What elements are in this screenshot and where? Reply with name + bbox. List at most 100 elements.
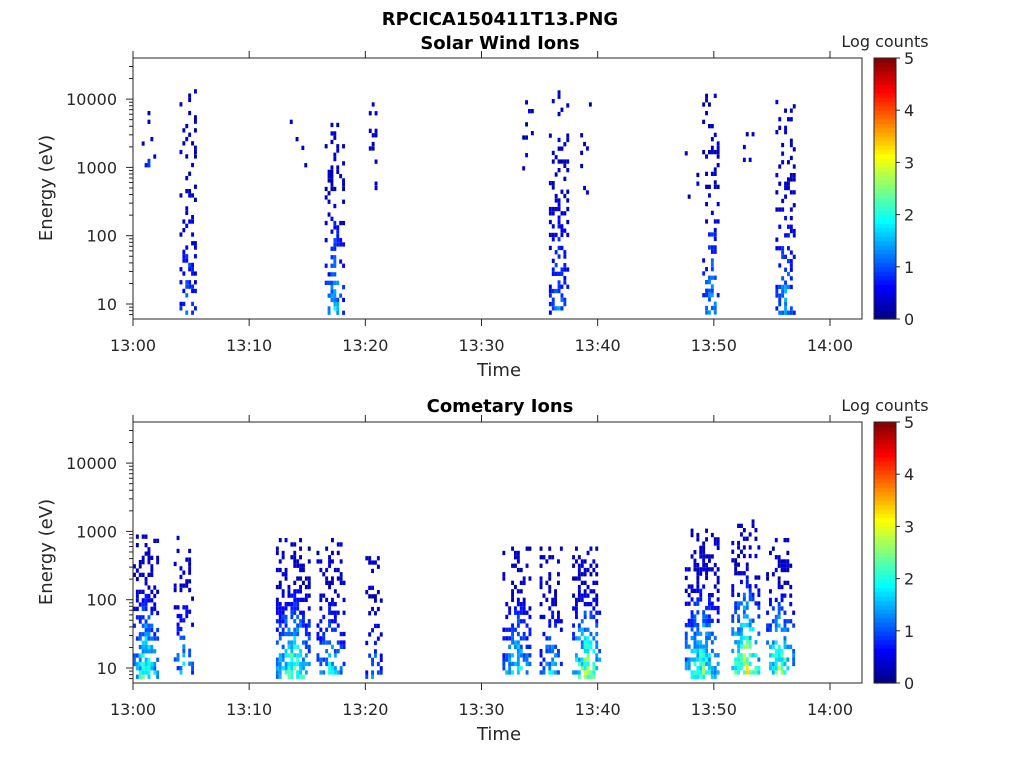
spectrogram-cell <box>147 636 151 641</box>
spectrogram-cell <box>319 661 323 667</box>
spectrogram-cell <box>710 275 714 280</box>
spectrogram-cell <box>575 614 578 620</box>
spectrogram-cell <box>557 237 561 242</box>
spectrogram-cell <box>586 627 590 632</box>
spectrogram-cell <box>293 597 297 602</box>
colorbar-segment <box>874 136 896 142</box>
spectrogram-cell <box>333 225 337 230</box>
spectrogram-cell <box>751 519 755 524</box>
spectrogram-cell <box>548 584 552 590</box>
spectrogram-cell <box>572 631 575 637</box>
spectrogram-cell <box>138 564 142 569</box>
spectrogram-cell <box>179 574 183 580</box>
spectrogram-cell <box>557 159 561 164</box>
spectrogram-cell <box>153 538 157 543</box>
spectrogram-cell <box>557 215 561 220</box>
spectrogram-cell <box>530 131 534 136</box>
colorbar-segment <box>874 240 896 246</box>
spectrogram-cell <box>296 653 300 658</box>
spectrogram-cell <box>731 631 735 636</box>
spectrogram-cell <box>580 657 584 662</box>
spectrogram-cell <box>296 602 300 607</box>
spectrogram-cell <box>693 562 697 568</box>
spectrogram-cell <box>774 653 778 658</box>
spectrogram-cell <box>708 150 711 155</box>
spectrogram-cell <box>710 267 714 272</box>
spectrogram-cell <box>551 267 555 272</box>
spectrogram-cell <box>185 280 189 285</box>
spectrogram-cell <box>577 670 581 675</box>
spectrogram-cell <box>376 556 380 561</box>
spectrogram-cell <box>176 653 180 658</box>
spectrogram-cell <box>147 593 151 599</box>
spectrogram-cell <box>516 623 520 628</box>
spectrogram-cell <box>548 206 552 212</box>
colorbar-segment <box>874 179 896 185</box>
spectrogram-cell <box>708 275 711 280</box>
spectrogram-cell <box>191 284 194 289</box>
spectrogram-cell <box>333 131 337 136</box>
spectrogram-cell <box>778 302 782 307</box>
colorbar-segment <box>874 79 896 85</box>
spectrogram-cell <box>191 193 194 198</box>
spectrogram-cell <box>775 190 779 195</box>
spectrogram-cell <box>296 644 300 649</box>
spectrogram-cell <box>304 631 308 637</box>
spectrogram-cell <box>777 563 781 568</box>
spectrogram-cell <box>333 255 337 260</box>
spectrogram-cell <box>710 605 714 611</box>
spectrogram-cell <box>374 560 377 565</box>
spectrogram-cell <box>710 670 714 675</box>
spectrogram-cell <box>740 601 743 606</box>
spectrogram-cell <box>191 162 194 168</box>
spectrogram-cell <box>522 631 526 637</box>
spectrogram-cell <box>182 301 186 307</box>
spectrogram-cell <box>580 661 584 667</box>
spectrogram-cell <box>572 576 575 581</box>
spectrogram-cell <box>188 609 192 614</box>
spectrogram-cell <box>508 636 512 641</box>
spectrogram-cell <box>293 589 297 594</box>
spectrogram-cell <box>745 605 749 610</box>
spectrogram-cell <box>316 550 320 556</box>
colorbar-segment <box>874 500 896 506</box>
spectrogram-cell <box>586 190 589 195</box>
spectrogram-cell <box>275 610 279 615</box>
spectrogram-cell <box>516 610 520 615</box>
spectrogram-cell <box>333 220 337 226</box>
spectrogram-cell <box>293 542 297 547</box>
spectrogram-cell <box>516 589 520 594</box>
spectrogram-cell <box>194 128 197 133</box>
colorbar-segment <box>874 236 896 242</box>
spectrogram-cell <box>194 245 197 250</box>
spectrogram-cell <box>783 619 787 624</box>
y-tick-label: 10000 <box>66 454 117 473</box>
spectrogram-cell <box>789 267 793 272</box>
spectrogram-cell <box>336 225 340 230</box>
spectrogram-cell <box>147 623 151 628</box>
spectrogram-cell <box>781 246 785 251</box>
spectrogram-cell <box>545 644 549 649</box>
spectrogram-cell <box>327 169 331 174</box>
spectrogram-cell <box>147 644 151 650</box>
spectrogram-cell <box>557 284 561 289</box>
spectrogram-cell <box>328 610 331 615</box>
y-tick-label: 10 <box>97 295 117 314</box>
spectrogram-cell <box>699 550 703 555</box>
spectrogram-cell <box>141 623 145 628</box>
spectrogram-cell <box>737 618 740 623</box>
spectrogram-cell <box>696 627 700 632</box>
spectrogram-cell <box>336 640 340 645</box>
spectrogram-cell <box>505 657 509 662</box>
spectrogram-cell <box>516 602 520 607</box>
spectrogram-cell <box>769 597 772 603</box>
spectrogram-cell <box>742 157 746 162</box>
spectrogram-cell <box>705 614 708 619</box>
spectrogram-cell <box>748 553 752 559</box>
spectrogram-cell <box>777 584 781 590</box>
spectrogram-cell <box>188 548 192 554</box>
spectrogram-cell <box>710 567 714 572</box>
spectrogram-cell <box>371 133 375 138</box>
spectrogram-cell <box>328 555 331 560</box>
spectrogram-cell <box>575 597 578 602</box>
